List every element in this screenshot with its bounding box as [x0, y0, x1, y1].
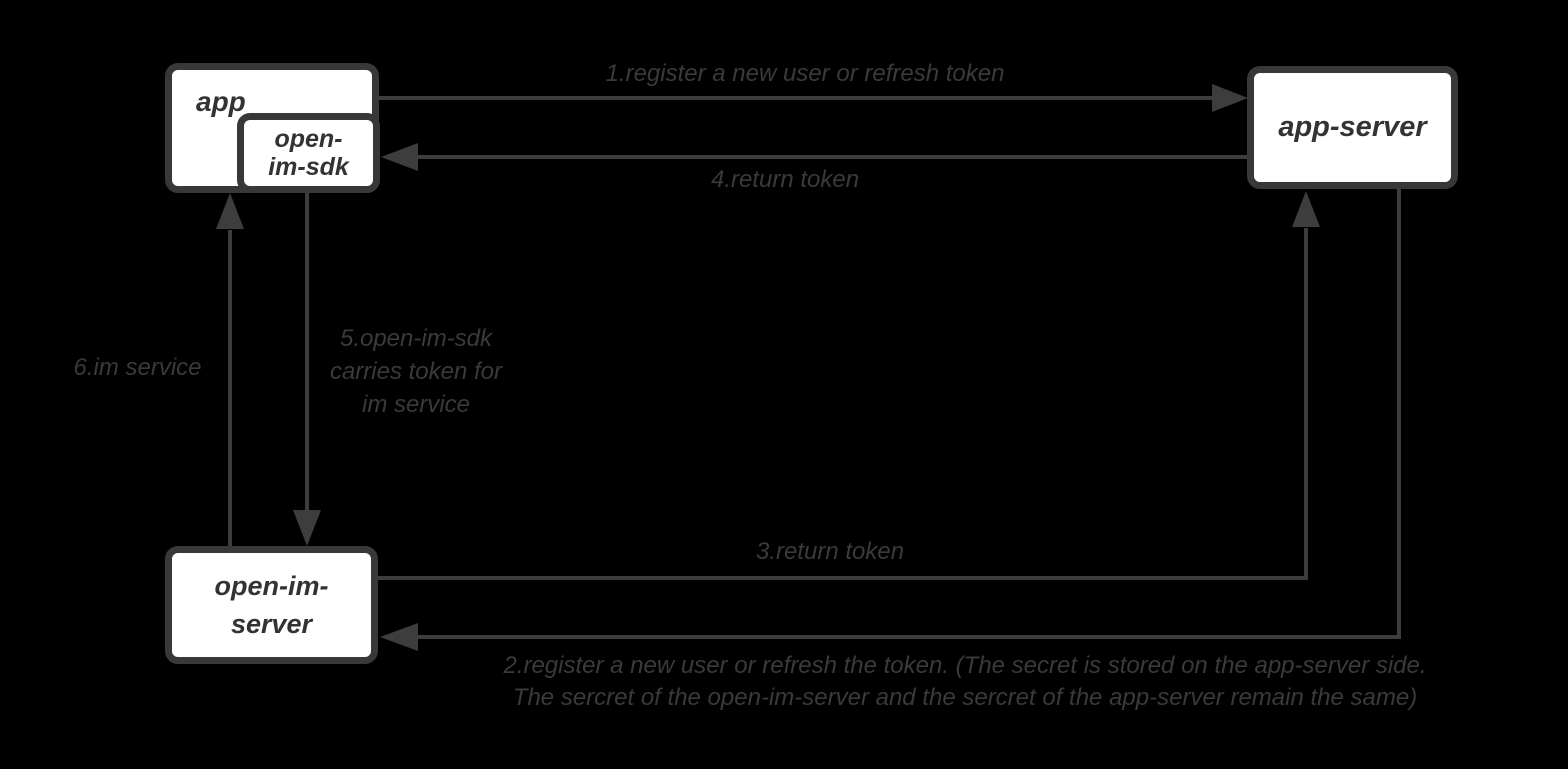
edge-label-sdk-carries-token-line1: 5.open-im-sdk	[339, 325, 493, 352]
node-open-im-sdk-label-line1: open-	[274, 125, 343, 153]
edge-return-token-server-line	[377, 228, 1308, 580]
edge-label-sdk-carries-token-line2: carries token for	[329, 358, 503, 385]
edge-sdk-carries-token-arrowhead	[293, 510, 321, 546]
edge-register-server-line	[416, 189, 1401, 639]
edge-label-return-token-sdk: 4.return token	[460, 166, 1110, 194]
edge-im-service-arrowhead	[216, 193, 244, 229]
edge-label-return-token-server: 3.return token	[420, 538, 1240, 566]
edge-label-return-token-server-text: 3.return token	[755, 538, 905, 565]
edge-label-register-server-line2: The sercret of the open-im-server and th…	[512, 684, 1418, 711]
node-open-im-server-label-line2: server	[230, 609, 313, 639]
edge-register-server-arrowhead	[380, 623, 418, 651]
edge-label-register-user: 1.register a new user or refresh token	[380, 60, 1230, 88]
node-app-server: app-server	[1247, 66, 1458, 189]
edge-label-im-service: 6.im service	[30, 354, 245, 382]
node-open-im-sdk-label-line2: im-sdk	[268, 153, 349, 181]
edge-label-register-server: 2.register a new user or refresh the tok…	[380, 650, 1550, 714]
node-open-im-server: open-im- server	[165, 546, 378, 664]
edge-return-token-server-arrowhead	[1292, 191, 1320, 227]
edge-label-sdk-carries-token-line3: im service	[361, 391, 470, 418]
edge-label-register-user-text: 1.register a new user or refresh token	[605, 60, 1005, 87]
edge-label-im-service-text: 6.im service	[73, 354, 202, 381]
node-open-im-sdk: open- im-sdk	[237, 113, 380, 193]
edge-label-return-token-sdk-text: 4.return token	[710, 166, 860, 193]
node-open-im-server-label-line1: open-im-	[214, 571, 329, 601]
node-app-server-label: app-server	[1278, 111, 1427, 143]
edge-return-token-sdk-arrowhead	[381, 143, 418, 171]
edge-register-user-arrowhead	[1212, 84, 1248, 112]
edge-label-sdk-carries-token: 5.open-im-sdk carries token for im servi…	[266, 322, 566, 421]
edge-label-register-server-line1: 2.register a new user or refresh the tok…	[503, 652, 1427, 679]
node-app-label: app	[196, 86, 246, 117]
